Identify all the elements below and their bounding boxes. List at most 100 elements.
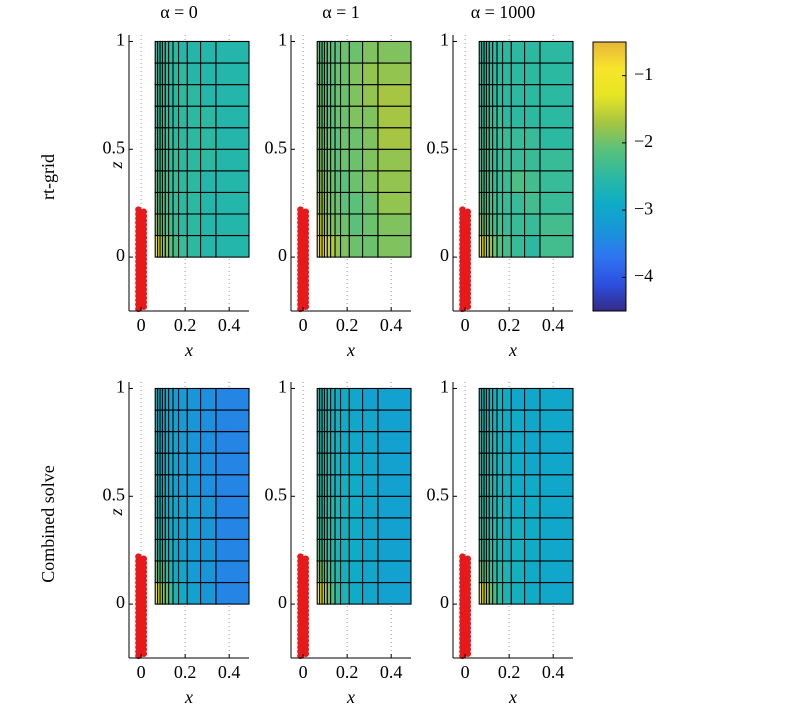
heatmap-cell (496, 431, 504, 454)
heatmap-cell (172, 581, 180, 605)
heatmap-cell (524, 452, 541, 476)
heatmap-cell (172, 62, 180, 86)
heatmap-cell (539, 560, 574, 584)
heatmap-cell (334, 213, 342, 237)
x-tick-label: 0 (137, 315, 146, 335)
heatmap-cell (177, 409, 188, 433)
heatmap-cell (330, 581, 336, 605)
heatmap-cell (200, 234, 217, 258)
heatmap-cell (339, 62, 350, 86)
heatmap-cell (200, 191, 217, 215)
heatmap-cell (539, 581, 574, 605)
heatmap-cell (510, 170, 526, 193)
heatmap-cell (172, 170, 180, 193)
heatmap-cell (172, 495, 180, 519)
heatmap-cell (492, 409, 498, 433)
heatmap-cell (539, 127, 574, 150)
heatmap-cell (496, 474, 504, 497)
heatmap-cell (510, 581, 526, 605)
heatmap-cell (539, 148, 574, 172)
heatmap-cell (172, 191, 180, 215)
heatmap-cell (172, 234, 180, 258)
heatmap-cell (362, 213, 379, 237)
y-tick-label: 0 (440, 592, 449, 612)
heatmap-cell (496, 105, 504, 129)
y-tick-label: 1 (440, 377, 449, 397)
particle (464, 555, 472, 563)
heatmap-cell (334, 127, 342, 150)
heatmap-cell (339, 234, 350, 258)
heatmap-cell (334, 431, 342, 454)
heatmap-cell (524, 581, 541, 605)
heatmap-cell (177, 127, 188, 150)
heatmap-cell (496, 191, 504, 215)
heatmap-cell (539, 387, 574, 411)
y-tick-label: 0 (116, 245, 125, 265)
heatmap-cell (501, 127, 512, 150)
heatmap-cell (510, 127, 526, 150)
heatmap-cell (339, 538, 350, 562)
heatmap-cell (330, 495, 336, 519)
heatmap-cell (200, 84, 217, 107)
heatmap-cell (492, 538, 498, 562)
heatmap-cell (334, 495, 342, 519)
heatmap-cell (168, 474, 174, 497)
heatmap-cell (492, 170, 498, 193)
heatmap-cell (524, 40, 541, 64)
heatmap-cell (496, 148, 504, 172)
heatmap-cell (200, 62, 217, 86)
heatmap-cell (200, 127, 217, 150)
heatmap-cell (334, 452, 342, 476)
heatmap-cell (501, 40, 512, 64)
heatmap-cell (501, 431, 512, 454)
heatmap-cell (186, 474, 202, 497)
heatmap-cell (172, 474, 180, 497)
heatmap-cell (348, 517, 364, 540)
heatmap-cell (334, 409, 342, 433)
heatmap-cell (524, 474, 541, 497)
heatmap-cell (510, 148, 526, 172)
heatmap-cell (339, 105, 350, 129)
heatmap-cell (492, 213, 498, 237)
heatmap-cell (186, 127, 202, 150)
heatmap-cell (348, 62, 364, 86)
heatmap-cell (501, 105, 512, 129)
heatmap-cell (492, 62, 498, 86)
heatmap-cell (524, 170, 541, 193)
heatmap-cell (177, 105, 188, 129)
heatmap-cell (334, 148, 342, 172)
heatmap-cell (200, 409, 217, 433)
heatmap-cell (524, 538, 541, 562)
heatmap-cell (186, 517, 202, 540)
heatmap-cell (539, 213, 574, 237)
heatmap-cell (330, 105, 336, 129)
heatmap-cell (539, 517, 574, 540)
heatmap-cell (524, 213, 541, 237)
x-tick-label: 0 (461, 662, 470, 682)
heatmap-cell (510, 538, 526, 562)
heatmap-cell (177, 517, 188, 540)
heatmap-cell (215, 409, 250, 433)
heatmap-cell (177, 452, 188, 476)
heatmap-cell (539, 452, 574, 476)
heatmap-cell (348, 538, 364, 562)
heatmap-cell (177, 538, 188, 562)
heatmap-cell (377, 431, 412, 454)
heatmap-cell (492, 517, 498, 540)
heatmap-cell (172, 387, 180, 411)
heatmap-cell (510, 105, 526, 129)
heatmap-cell (334, 170, 342, 193)
heatmap-cell (200, 148, 217, 172)
heatmap-cell (539, 495, 574, 519)
heatmap-cell (334, 84, 342, 107)
heatmap-cell (200, 213, 217, 237)
panel-title: α = 0 (160, 2, 198, 22)
heatmap-cell (177, 213, 188, 237)
heatmap-cell (501, 191, 512, 215)
heatmap-cell (362, 581, 379, 605)
heatmap-cell (377, 40, 412, 64)
heatmap-cell (330, 474, 336, 497)
heatmap-cell (172, 409, 180, 433)
heatmap-cell (348, 127, 364, 150)
